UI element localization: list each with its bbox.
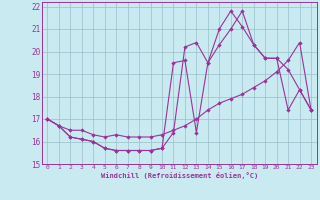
X-axis label: Windchill (Refroidissement éolien,°C): Windchill (Refroidissement éolien,°C) bbox=[100, 172, 258, 179]
